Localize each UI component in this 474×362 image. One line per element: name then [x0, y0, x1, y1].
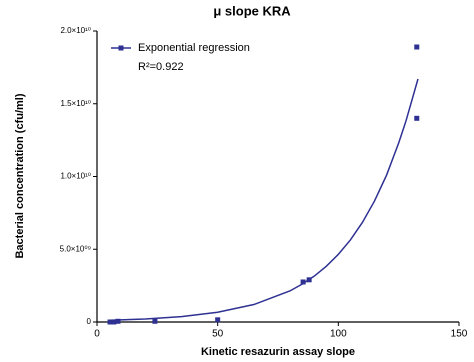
x-tick-label: 50 [212, 329, 224, 340]
data-point [414, 115, 420, 121]
x-tick-label: 150 [451, 329, 468, 340]
y-axis-label: Bacterial concentration (cfu/ml) [14, 93, 26, 258]
data-point [215, 317, 221, 323]
data-point [111, 319, 117, 325]
x-tick-label: 0 [94, 329, 100, 340]
x-tick-label: 100 [330, 329, 347, 340]
data-point [414, 44, 420, 50]
data-point [152, 318, 158, 324]
data-point [107, 319, 113, 325]
y-tick-label: 0 [87, 317, 92, 326]
y-tick-label: 2.0×10¹⁰ [60, 26, 91, 35]
legend-label: Exponential regression [138, 42, 250, 54]
y-tick-label: 1.0×10¹⁰ [60, 172, 91, 181]
data-point [306, 277, 312, 283]
x-axis-label: Kinetic resazurin assay slope [201, 346, 355, 358]
data-point [300, 279, 306, 285]
y-tick-label: 5.0×10⁰⁹ [60, 244, 91, 253]
annotation: R²=0.922 [138, 61, 184, 73]
data-point [115, 318, 121, 324]
chart-title: μ slope KRA [213, 3, 291, 18]
y-tick-label: 1.5×10¹⁰ [60, 99, 91, 108]
regression-line [109, 78, 419, 322]
legend-marker [118, 45, 124, 51]
